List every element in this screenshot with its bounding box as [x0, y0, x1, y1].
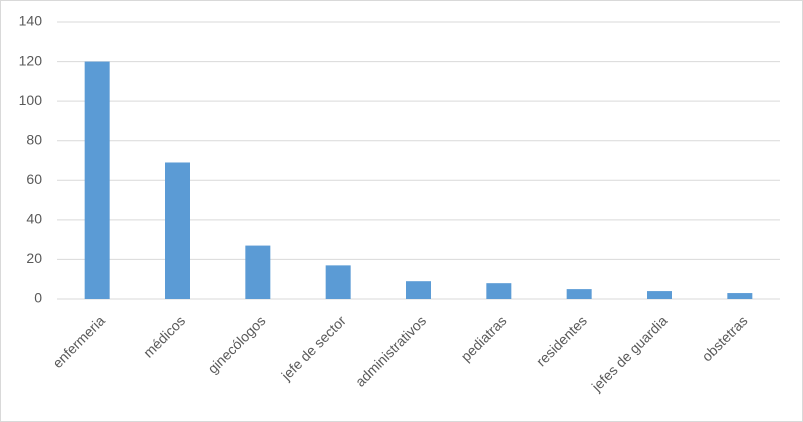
y-tick-label: 60 [26, 171, 42, 187]
bar [406, 281, 431, 299]
bar [245, 245, 271, 299]
y-tick-label: 120 [19, 52, 43, 68]
y-tick-label: 140 [19, 13, 43, 29]
y-tick-label: 80 [26, 131, 42, 147]
bar [84, 61, 110, 300]
y-tick-label: 100 [19, 92, 43, 108]
bar [325, 265, 351, 299]
bar [165, 162, 190, 299]
bar [727, 293, 753, 299]
y-tick-label: 20 [26, 250, 42, 266]
bar [647, 291, 672, 299]
y-tick-label: 40 [26, 211, 42, 227]
bar [486, 283, 512, 299]
y-tick-label: 0 [34, 290, 42, 306]
bar [566, 289, 592, 299]
